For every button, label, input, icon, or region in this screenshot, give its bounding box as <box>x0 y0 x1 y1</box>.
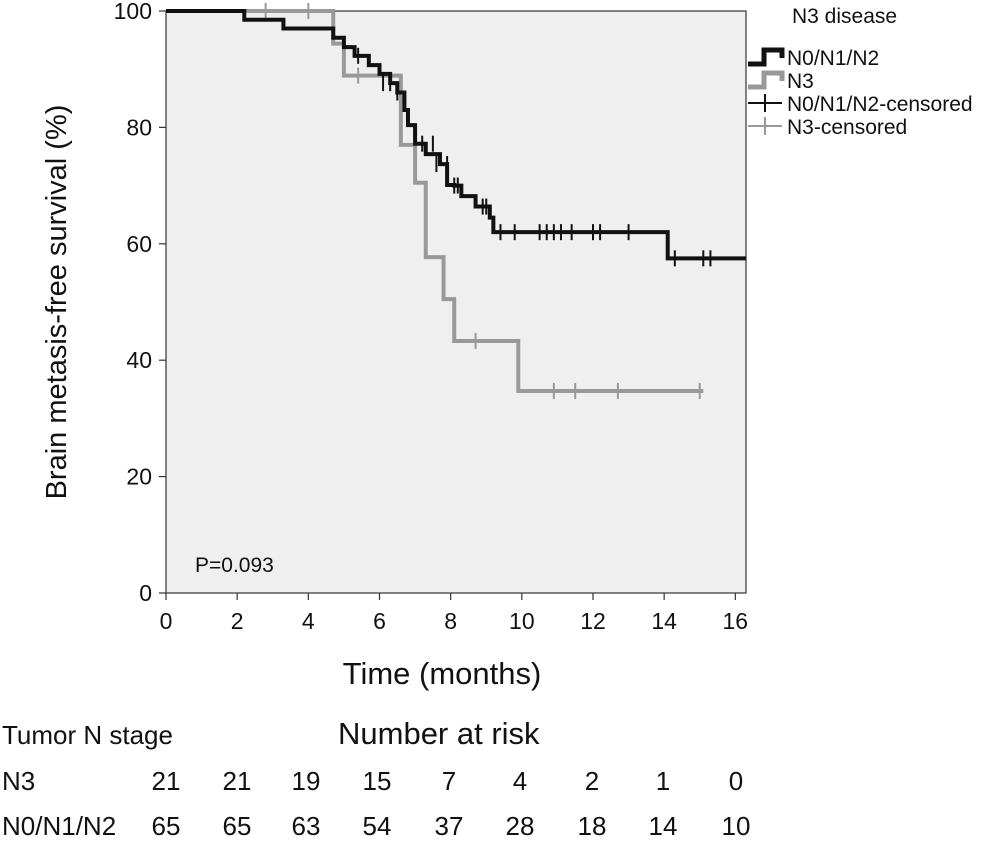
risk-count: 15 <box>362 766 392 796</box>
km-chart: 0 2 4 6 8 10 12 14 16 0 20 40 60 80 100 P=0.093 Brain … <box>41 0 973 691</box>
legend-swatch <box>748 70 785 90</box>
legend-item: N0/N1/N2-censored <box>748 93 973 116</box>
y-axis-label: Brain metasis-free survival (%) <box>41 105 73 500</box>
y-tick-label: 20 <box>126 464 152 490</box>
x-tick-label: 14 <box>651 608 677 634</box>
risk-count: 37 <box>434 811 464 841</box>
x-tick-label: 10 <box>509 608 535 634</box>
risk-count: 65 <box>222 811 252 841</box>
x-tick-label: 2 <box>231 608 244 634</box>
legend-label: N3-censored <box>787 116 907 139</box>
legend-label: N0/N1/N2-censored <box>787 93 973 116</box>
x-tick-label: 12 <box>580 608 606 634</box>
survival-curve-n0-n1-n2 <box>166 9 746 261</box>
risk-count: 21 <box>222 766 252 796</box>
y-tick-label: 60 <box>126 231 152 257</box>
risk-row-label: N3 <box>2 766 36 796</box>
x-tick-label: 0 <box>160 608 173 634</box>
x-tick-label: 16 <box>723 608 749 634</box>
legend-item: N0/N1/N2 <box>748 47 879 70</box>
risk-count: 63 <box>291 811 321 841</box>
y-tick-label: 40 <box>126 347 152 373</box>
risk-count: 18 <box>577 811 607 841</box>
risk-count: 1 <box>655 766 671 796</box>
legend-item: N3 <box>748 70 814 93</box>
risk-count: 19 <box>291 766 321 796</box>
p-value-annotation: P=0.093 <box>195 554 274 577</box>
risk-row-label: N0/N1/N2 <box>2 811 117 841</box>
y-tick-label: 80 <box>126 114 152 140</box>
risk-count: 10 <box>721 811 751 841</box>
risk-table-header: Tumor N stage <box>2 720 173 750</box>
risk-count: 21 <box>151 766 181 796</box>
risk-count: 0 <box>728 766 744 796</box>
risk-count: 54 <box>362 811 392 841</box>
x-tick-label: 4 <box>302 608 315 634</box>
risk-count: 7 <box>441 766 457 796</box>
legend-label: N3 <box>787 70 814 93</box>
x-tick-label: 6 <box>373 608 386 634</box>
legend-item: N3-censored <box>748 116 907 139</box>
risk-count: 28 <box>505 811 535 841</box>
legend-swatch <box>748 47 785 67</box>
y-tick-label: 100 <box>114 0 152 24</box>
risk-count: 65 <box>151 811 181 841</box>
y-tick-label: 0 <box>139 580 152 606</box>
risk-count: 2 <box>584 766 600 796</box>
x-axis-label: Time (months) <box>343 656 542 691</box>
risk-table-title: Number at risk <box>338 716 540 751</box>
legend-label: N0/N1/N2 <box>787 47 879 70</box>
x-tick-label: 8 <box>444 608 457 634</box>
risk-count: 14 <box>648 811 678 841</box>
legend: N3 disease N0/N1/N2N3N0/N1/N2-censoredN3… <box>748 5 973 139</box>
risk-count: 4 <box>512 766 528 796</box>
legend-title: N3 disease <box>792 5 897 28</box>
